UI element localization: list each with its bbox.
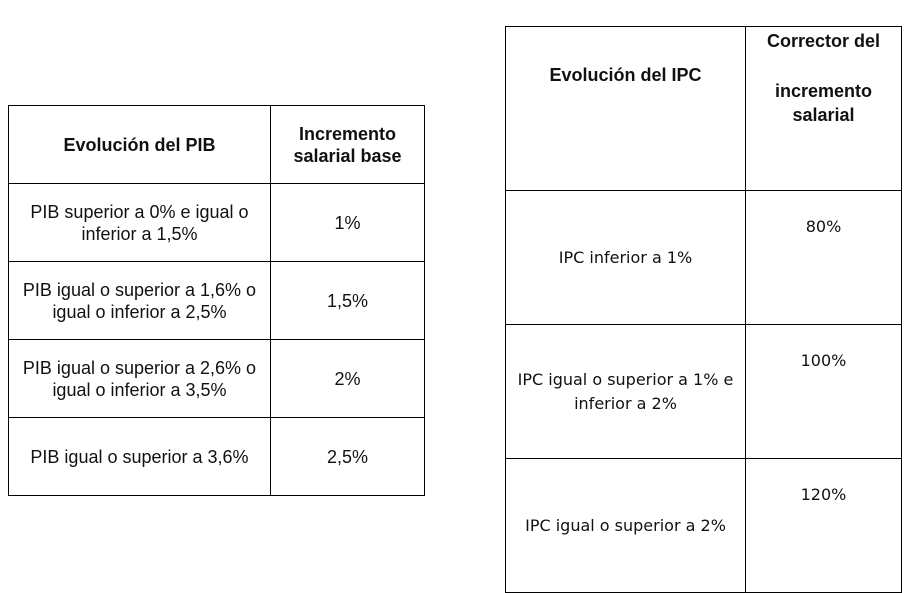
ipc-condition-cell: IPC igual o superior a 1% e inferior a 2… — [505, 324, 746, 459]
table-row: IPC igual o superior a 2% 120% — [505, 458, 902, 593]
table-row: PIB igual o superior a 1,6% o igual o in… — [8, 261, 425, 340]
ipc-value-cell: 80% — [745, 190, 902, 325]
pib-value-cell: 2% — [270, 339, 425, 418]
table-row: PIB igual o superior a 3,6% 2,5% — [8, 417, 425, 496]
pib-value-cell: 1,5% — [270, 261, 425, 340]
ipc-table: Evolución del IPC Corrector del incremen… — [505, 26, 902, 593]
pib-header-value: Incremento salarial base — [270, 105, 425, 184]
pib-value-cell: 1% — [270, 183, 425, 262]
pib-condition-cell: PIB igual o superior a 2,6% o igual o in… — [8, 339, 271, 418]
ipc-condition-cell: IPC inferior a 1% — [505, 190, 746, 325]
pib-condition-cell: PIB igual o superior a 3,6% — [8, 417, 271, 496]
table-row: PIB superior a 0% e igual o inferior a 1… — [8, 183, 425, 262]
table-row: PIB igual o superior a 2,6% o igual o in… — [8, 339, 425, 418]
ipc-value-cell: 100% — [745, 324, 902, 459]
pib-condition-cell: PIB igual o superior a 1,6% o igual o in… — [8, 261, 271, 340]
ipc-header-condition: Evolución del IPC — [505, 26, 746, 191]
ipc-header-row: Evolución del IPC Corrector del incremen… — [505, 26, 902, 191]
ipc-header-value-line2: incremento salarial — [774, 81, 873, 125]
pib-table: Evolución del PIB Incremento salarial ba… — [8, 105, 425, 496]
table-row: IPC inferior a 1% 80% — [505, 190, 902, 325]
ipc-header-value: Corrector del incremento salarial — [745, 26, 902, 191]
ipc-header-value-line1: Corrector del — [766, 31, 881, 51]
ipc-value-cell: 120% — [745, 458, 902, 593]
pib-header-condition: Evolución del PIB — [8, 105, 271, 184]
ipc-condition-cell: IPC igual o superior a 2% — [505, 458, 746, 593]
pib-header-row: Evolución del PIB Incremento salarial ba… — [8, 105, 425, 184]
pib-condition-cell: PIB superior a 0% e igual o inferior a 1… — [8, 183, 271, 262]
table-row: IPC igual o superior a 1% e inferior a 2… — [505, 324, 902, 459]
pib-value-cell: 2,5% — [270, 417, 425, 496]
